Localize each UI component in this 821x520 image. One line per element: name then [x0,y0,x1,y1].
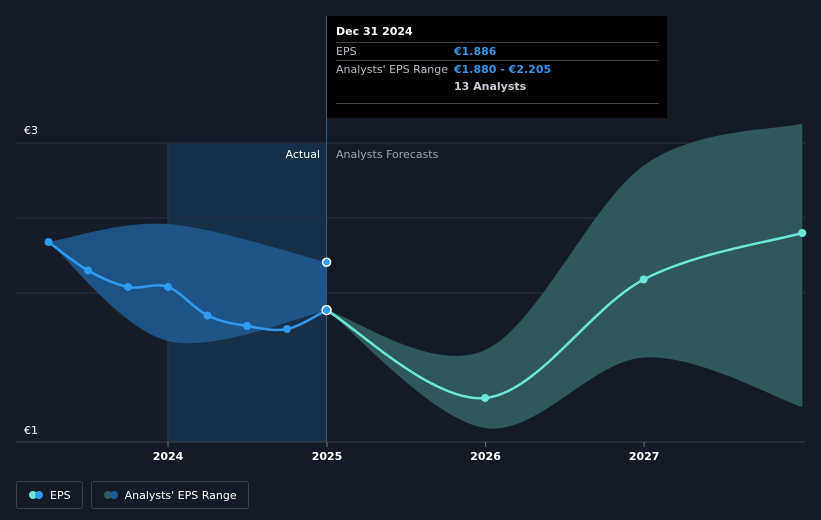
tooltip-row-analysts: 13 Analysts [336,78,659,95]
eps-legend-icon [29,491,43,499]
legend-range-label: Analysts' EPS Range [124,488,237,502]
tooltip-range-label: Analysts' EPS Range [336,63,449,76]
legend-range[interactable]: Analysts' EPS Range [90,481,249,509]
eps-point-actual-4 [203,311,212,320]
eps-point-actual-7 [321,304,332,316]
forecast-region-label: Analysts Forecasts [336,148,439,161]
x-tick-label-2024: 2024 [153,450,184,463]
y-label-top: €3 [24,124,38,137]
range-legend-icon [103,491,118,499]
eps-point-actual-1 [84,266,93,275]
eps-line-forecast [325,231,803,400]
eps-point-forecast-3 [798,229,807,237]
legend-eps-label: EPS [50,488,71,502]
tooltip-eps-label: EPS [336,45,357,58]
tooltip-range-value: €1.880 - €2.205 [454,63,552,76]
actual-region-label: Actual [286,148,320,161]
eps-point-actual-0 [44,238,53,246]
x-tick-label-2025: 2025 [312,450,343,463]
range-band-actual [48,223,327,344]
eps-point-actual-2 [124,283,133,291]
eps-point-forecast-2 [639,275,648,284]
tooltip-divider [336,103,659,104]
legend: EPS Analysts' EPS Range [16,481,249,509]
range-band-forecast [326,123,803,429]
y-label-bottom: €1 [24,424,38,437]
x-tick-label-2027: 2027 [629,450,660,463]
tooltip-analyst-count: 13 Analysts [454,80,527,93]
eps-markers [44,229,807,402]
range-upper-point [321,257,332,267]
range-bands [48,123,803,429]
eps-point-actual-6 [283,325,292,333]
eps-point-actual-3 [164,283,172,291]
x-tick-label-2026: 2026 [470,450,501,463]
eps-point-actual-5 [243,322,252,330]
tooltip-date: Dec 31 2024 [336,25,413,38]
tooltip-eps-value: €1.886 [454,45,497,58]
tooltip-row-eps: EPS €1.886 [336,42,659,60]
legend-eps[interactable]: EPS [16,481,83,509]
tooltip-row-range: Analysts' EPS Range €1.880 - €2.205 [336,60,659,78]
eps-point-forecast-1 [481,394,490,402]
hover-tooltip: Dec 31 2024 EPS €1.886 Analysts' EPS Ran… [327,16,667,118]
x-axis: 2024 2025 2026 2027 [16,441,805,463]
